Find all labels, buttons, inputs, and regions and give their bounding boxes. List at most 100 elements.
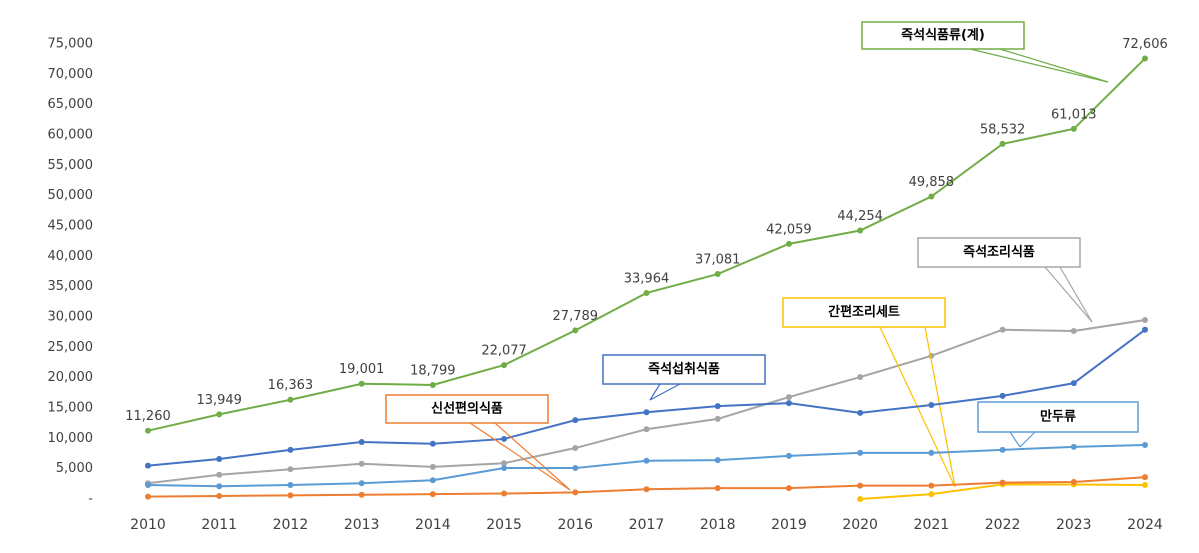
data-point <box>216 492 223 499</box>
callout-pointer <box>649 383 661 401</box>
data-point <box>928 482 935 489</box>
data-point <box>287 396 294 403</box>
data-point <box>287 492 294 499</box>
callout-pointer <box>494 422 571 491</box>
data-point <box>287 466 294 473</box>
data-point <box>999 479 1006 486</box>
data-point <box>1070 380 1077 387</box>
data-point <box>572 445 579 452</box>
legend-label: 즉석식품류(계) <box>901 27 985 43</box>
y-tick-label: 30,000 <box>48 310 94 325</box>
series-line <box>147 444 1146 488</box>
data-point <box>501 435 508 442</box>
data-point <box>358 491 365 498</box>
data-point <box>643 426 650 433</box>
data-point <box>501 362 508 369</box>
data-label: 49,858 <box>909 175 955 190</box>
callout-pointer <box>1059 266 1093 323</box>
callout-box <box>602 354 766 385</box>
data-point <box>643 457 650 464</box>
data-point <box>714 271 721 278</box>
data-point <box>216 483 223 490</box>
data-label: 19,001 <box>339 362 385 377</box>
x-tick-label: 2018 <box>700 517 736 533</box>
data-label: 42,059 <box>766 222 812 237</box>
x-tick-label: 2024 <box>1127 517 1163 533</box>
callout-pointer <box>469 422 571 491</box>
callout-box <box>782 297 946 328</box>
data-label: 11,260 <box>125 409 171 424</box>
data-point <box>429 440 436 447</box>
callout-pointer <box>1009 431 1021 448</box>
callout-box <box>917 237 1081 268</box>
data-point <box>429 491 436 498</box>
data-point <box>928 193 935 200</box>
data-point <box>501 490 508 497</box>
x-tick-label: 2023 <box>1056 517 1092 533</box>
data-label: 61,013 <box>1051 107 1097 122</box>
data-point <box>928 401 935 408</box>
callout-box <box>861 21 1025 50</box>
data-point <box>643 486 650 493</box>
data-label: 16,363 <box>268 378 314 393</box>
data-point <box>501 460 508 467</box>
y-tick-label: 15,000 <box>48 401 94 416</box>
data-point <box>572 489 579 496</box>
data-point <box>216 471 223 478</box>
callout-pointer <box>1019 431 1036 448</box>
x-tick-label: 2010 <box>130 517 166 533</box>
data-point <box>999 392 1006 399</box>
data-point <box>1070 125 1077 132</box>
data-label: 72,606 <box>1122 37 1168 52</box>
data-point <box>287 482 294 489</box>
data-point <box>928 449 935 456</box>
legend-label: 신선편의식품 <box>431 401 503 417</box>
data-point <box>145 427 151 434</box>
data-point <box>358 480 365 487</box>
x-tick-label: 2019 <box>771 517 807 533</box>
data-point <box>145 482 151 489</box>
callout-box <box>385 394 549 424</box>
data-point <box>429 477 436 484</box>
x-tick-label: 2021 <box>914 517 950 533</box>
data-point <box>1142 474 1148 481</box>
data-label: 22,077 <box>481 344 527 359</box>
data-point <box>145 493 151 500</box>
y-tick-label: - <box>88 492 93 507</box>
y-tick-label: 20,000 <box>48 370 94 385</box>
data-point <box>928 491 935 498</box>
data-point <box>358 380 365 387</box>
callout-pointer <box>1044 266 1093 323</box>
data-point <box>1070 479 1077 486</box>
callout-pointer <box>924 326 956 488</box>
callout-pointer <box>969 48 1109 83</box>
data-point <box>1142 317 1148 324</box>
data-point <box>714 485 721 492</box>
y-tick-label: 60,000 <box>48 128 94 143</box>
y-tick-label: 35,000 <box>48 279 94 294</box>
data-point <box>785 485 792 492</box>
x-tick-label: 2013 <box>344 517 380 533</box>
data-point <box>857 496 864 502</box>
legend-label: 즉석섭취식품 <box>648 361 720 377</box>
data-point <box>643 289 650 296</box>
data-point <box>1070 443 1077 450</box>
legend-label: 간편조리세트 <box>828 304 900 320</box>
data-point <box>1142 55 1148 62</box>
data-point <box>857 374 864 381</box>
data-point <box>358 460 365 467</box>
data-point <box>572 417 579 424</box>
data-point <box>999 446 1006 453</box>
data-label: 27,789 <box>553 309 599 324</box>
data-point <box>785 240 792 247</box>
data-point <box>1142 442 1148 449</box>
x-tick-label: 2020 <box>842 517 878 533</box>
data-label: 44,254 <box>837 209 883 224</box>
data-point <box>857 409 864 416</box>
data-point <box>429 381 436 388</box>
data-point <box>714 415 721 422</box>
x-tick-label: 2012 <box>273 517 309 533</box>
y-tick-label: 65,000 <box>48 97 94 112</box>
legend-label: 만두류 <box>1040 409 1076 425</box>
